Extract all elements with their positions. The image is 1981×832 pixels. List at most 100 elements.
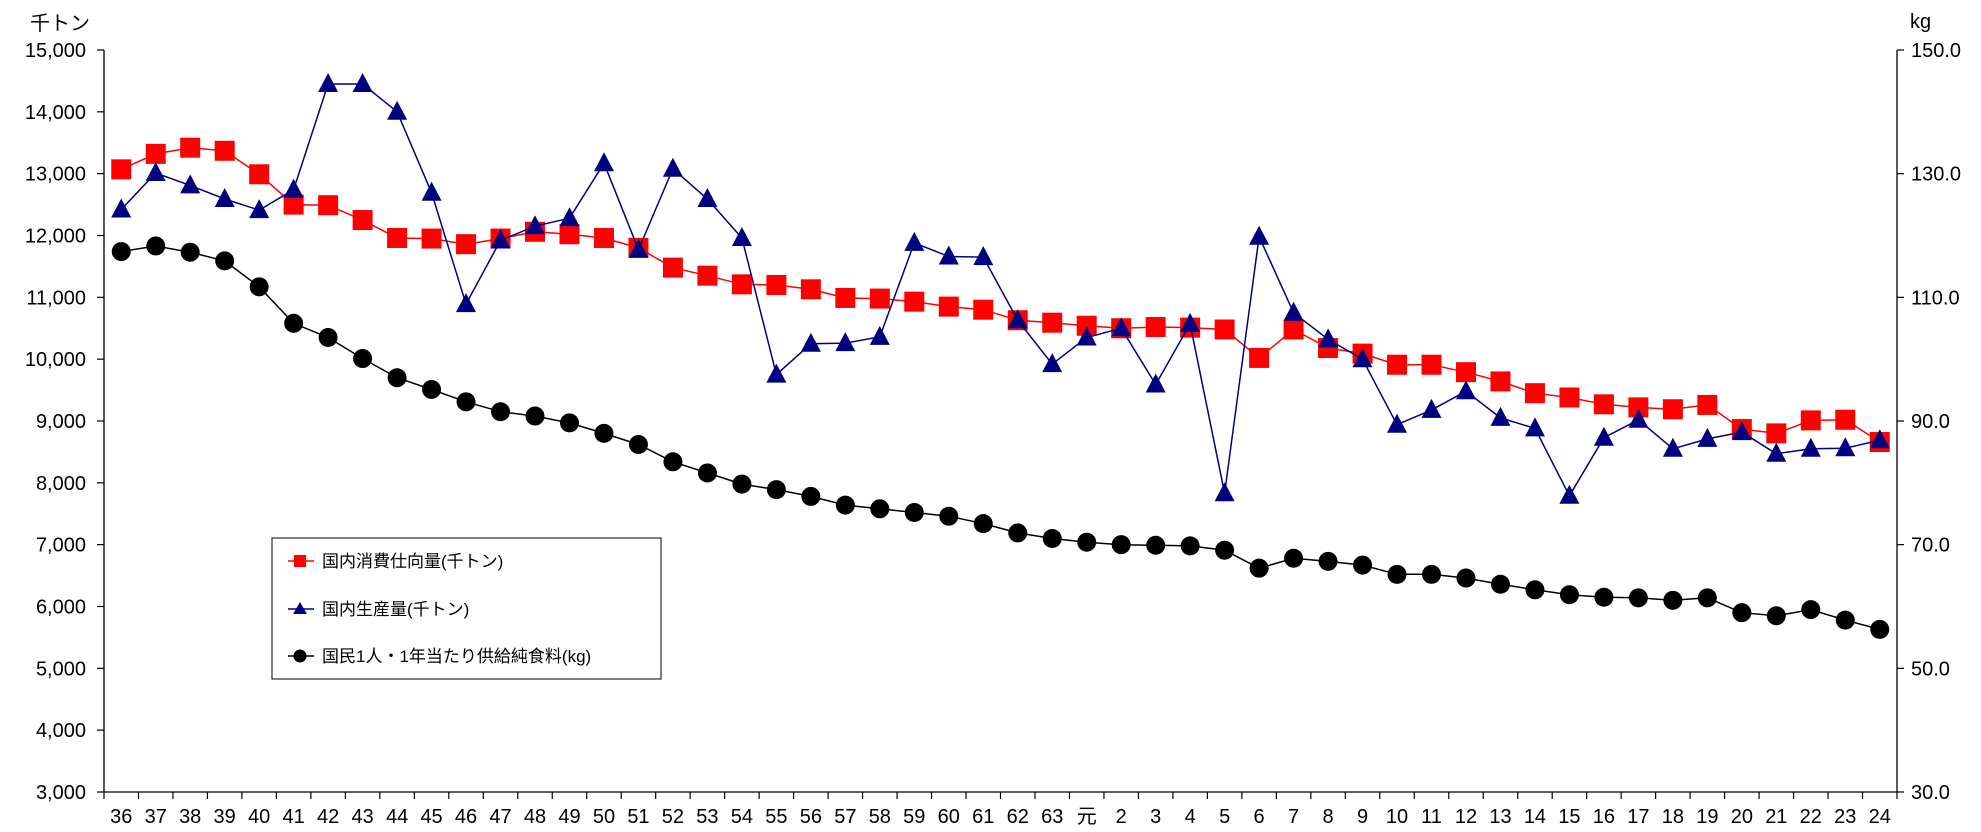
data-point-circle bbox=[628, 434, 648, 454]
right-tick-label: 30.0 bbox=[1911, 782, 1950, 804]
data-point-triangle bbox=[1352, 348, 1373, 368]
data-point-square bbox=[1835, 409, 1856, 430]
data-point-circle bbox=[1215, 540, 1235, 560]
data-point-square bbox=[1490, 371, 1511, 392]
data-point-circle bbox=[1077, 532, 1097, 552]
data-point-circle bbox=[215, 251, 235, 271]
plot-area bbox=[111, 73, 1890, 639]
data-point-triangle bbox=[1662, 437, 1683, 457]
data-point-triangle bbox=[1628, 408, 1649, 428]
data-point-triangle bbox=[1593, 426, 1614, 446]
data-point-square bbox=[1076, 315, 1097, 336]
data-point-circle bbox=[801, 486, 821, 506]
x-tick-label: 8 bbox=[1323, 806, 1334, 828]
data-point-circle bbox=[1318, 551, 1338, 571]
data-point-circle bbox=[180, 242, 200, 262]
left-tick-label: 4,000 bbox=[36, 720, 86, 742]
data-point-square bbox=[1628, 397, 1649, 418]
x-tick-label: 53 bbox=[696, 806, 718, 828]
legend-marker-per-capita bbox=[293, 649, 307, 663]
right-tick-label: 110.0 bbox=[1911, 287, 1960, 309]
data-point-triangle bbox=[1731, 421, 1752, 441]
data-point-triangle bbox=[1042, 353, 1063, 373]
data-point-triangle bbox=[766, 363, 787, 383]
data-point-circle bbox=[835, 495, 855, 515]
data-point-circle bbox=[1835, 610, 1855, 630]
legend-box bbox=[271, 537, 662, 680]
data-point-triangle bbox=[1835, 437, 1856, 457]
data-point-circle bbox=[1594, 587, 1614, 607]
legend-label-per-capita: 国民1人・1年当たり供給純食料(kg) bbox=[322, 647, 591, 666]
data-point-square bbox=[111, 159, 132, 180]
data-point-square bbox=[904, 291, 925, 312]
data-point-triangle bbox=[594, 152, 614, 172]
data-point-square bbox=[938, 296, 959, 317]
data-point-triangle bbox=[1249, 225, 1270, 245]
data-point-square bbox=[593, 227, 614, 248]
x-tick-label: 47 bbox=[489, 806, 511, 828]
data-point-square bbox=[1697, 394, 1718, 415]
series-line-2 bbox=[121, 245, 1880, 631]
data-point-circle bbox=[1732, 603, 1752, 623]
data-point-triangle bbox=[145, 162, 166, 181]
left-tick-label: 8,000 bbox=[36, 473, 86, 495]
data-point-circle bbox=[663, 452, 683, 472]
data-point-circle bbox=[387, 368, 407, 388]
data-point-triangle bbox=[869, 325, 890, 345]
data-point-triangle bbox=[904, 231, 925, 251]
data-point-triangle bbox=[938, 245, 959, 265]
data-point-square bbox=[1766, 423, 1787, 444]
data-point-square bbox=[1283, 319, 1304, 340]
x-tick-label: 58 bbox=[869, 806, 891, 828]
data-point-circle bbox=[1008, 523, 1028, 543]
data-point-triangle bbox=[1076, 326, 1097, 346]
data-point-square bbox=[973, 299, 994, 320]
left-tick-label: 7,000 bbox=[36, 535, 86, 557]
data-point-circle bbox=[973, 514, 993, 534]
x-tick-label: 49 bbox=[558, 806, 580, 828]
x-tick-label: 11 bbox=[1421, 806, 1442, 828]
left-tick-label: 6,000 bbox=[36, 597, 86, 619]
data-point-triangle bbox=[421, 181, 442, 201]
legend-label-production: 国内生産量(千トン) bbox=[322, 600, 469, 619]
data-point-circle bbox=[1422, 564, 1442, 584]
legend-item-consumption: 国内消費仕向量(千トン) bbox=[288, 552, 503, 571]
data-point-circle bbox=[422, 379, 442, 399]
data-point-circle bbox=[1525, 580, 1545, 600]
data-point-circle bbox=[284, 313, 304, 333]
data-point-triangle bbox=[731, 227, 752, 246]
data-point-circle bbox=[697, 463, 717, 483]
x-tick-label: 6 bbox=[1254, 806, 1265, 828]
data-point-triangle bbox=[1766, 442, 1787, 462]
right-axis-unit: kg bbox=[1910, 11, 1931, 33]
data-point-circle bbox=[1042, 528, 1062, 548]
data-point-square bbox=[766, 274, 787, 295]
data-point-triangle bbox=[525, 215, 545, 235]
data-point-square bbox=[1593, 394, 1614, 415]
x-tick-label: 3 bbox=[1150, 806, 1161, 828]
data-point-circle bbox=[491, 402, 511, 422]
right-tick-label: 50.0 bbox=[1911, 658, 1950, 680]
data-point-circle bbox=[456, 392, 476, 412]
data-point-circle bbox=[1387, 564, 1407, 584]
data-point-circle bbox=[1353, 555, 1373, 575]
data-point-triangle bbox=[1525, 417, 1545, 437]
left-tick-label: 9,000 bbox=[36, 411, 86, 433]
x-tick-label: 36 bbox=[110, 806, 132, 828]
x-tick-label: 45 bbox=[420, 806, 442, 828]
left-tick-label: 5,000 bbox=[36, 658, 86, 680]
data-point-triangle bbox=[559, 207, 580, 227]
data-point-circle bbox=[1663, 590, 1683, 610]
x-tick-label: 46 bbox=[455, 806, 477, 828]
data-point-triangle bbox=[1869, 429, 1890, 449]
left-tick-label: 11,000 bbox=[26, 287, 86, 309]
series-1 bbox=[111, 73, 1890, 504]
right-tick-label: 70.0 bbox=[1911, 535, 1950, 557]
data-point-square bbox=[352, 210, 373, 231]
data-point-square bbox=[456, 234, 477, 255]
right-tick-label: 90.0 bbox=[1911, 411, 1950, 433]
left-tick-label: 10,000 bbox=[25, 349, 86, 371]
x-tick-label: 61 bbox=[972, 806, 994, 828]
x-axis: 36 37 38 39 40 41 42 43 44 45 46 47 48 49 50 51 52 53 54 55… bbox=[103, 791, 1898, 828]
x-tick-label: 18 bbox=[1662, 806, 1684, 828]
